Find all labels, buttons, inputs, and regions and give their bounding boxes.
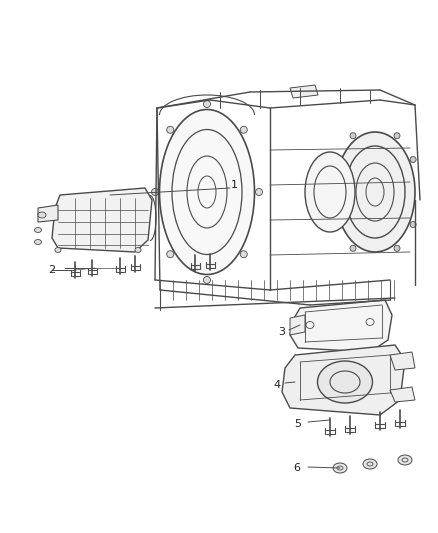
Text: 4: 4 [273,380,281,390]
Polygon shape [282,345,405,415]
Text: 6: 6 [293,463,300,473]
Ellipse shape [410,222,416,228]
Ellipse shape [333,463,347,473]
Ellipse shape [394,245,400,251]
Ellipse shape [398,455,412,465]
Ellipse shape [35,239,42,245]
Ellipse shape [334,222,340,228]
Ellipse shape [135,247,141,253]
Ellipse shape [240,251,247,258]
Text: 3: 3 [279,327,286,337]
Ellipse shape [159,109,254,274]
Ellipse shape [240,126,247,133]
Ellipse shape [167,126,174,133]
Ellipse shape [305,152,355,232]
Ellipse shape [204,277,211,284]
Ellipse shape [38,212,46,218]
Polygon shape [290,85,318,98]
Ellipse shape [363,459,377,469]
Polygon shape [290,315,305,335]
Ellipse shape [167,251,174,258]
Ellipse shape [350,245,356,251]
Ellipse shape [204,101,211,108]
Ellipse shape [255,189,262,196]
Ellipse shape [335,132,415,252]
Text: 5: 5 [294,419,301,429]
Polygon shape [52,188,152,252]
Ellipse shape [394,133,400,139]
Ellipse shape [410,157,416,163]
Polygon shape [38,205,58,222]
Polygon shape [390,352,415,370]
Ellipse shape [35,228,42,232]
Text: 2: 2 [49,265,56,275]
Ellipse shape [350,133,356,139]
Ellipse shape [334,157,340,163]
Polygon shape [390,387,415,402]
Ellipse shape [318,361,372,403]
Text: 1: 1 [230,180,237,190]
Ellipse shape [152,189,159,196]
Polygon shape [290,300,392,352]
Ellipse shape [55,247,61,253]
